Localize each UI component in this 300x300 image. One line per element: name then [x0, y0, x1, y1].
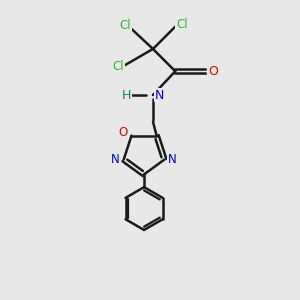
Text: N: N	[168, 153, 177, 166]
Text: N: N	[111, 153, 120, 166]
Text: Cl: Cl	[119, 19, 131, 32]
Text: O: O	[119, 126, 128, 139]
Text: Cl: Cl	[176, 18, 188, 31]
Text: Cl: Cl	[112, 60, 124, 73]
Text: H: H	[122, 88, 131, 101]
Text: O: O	[208, 65, 218, 78]
Text: N: N	[155, 88, 164, 101]
